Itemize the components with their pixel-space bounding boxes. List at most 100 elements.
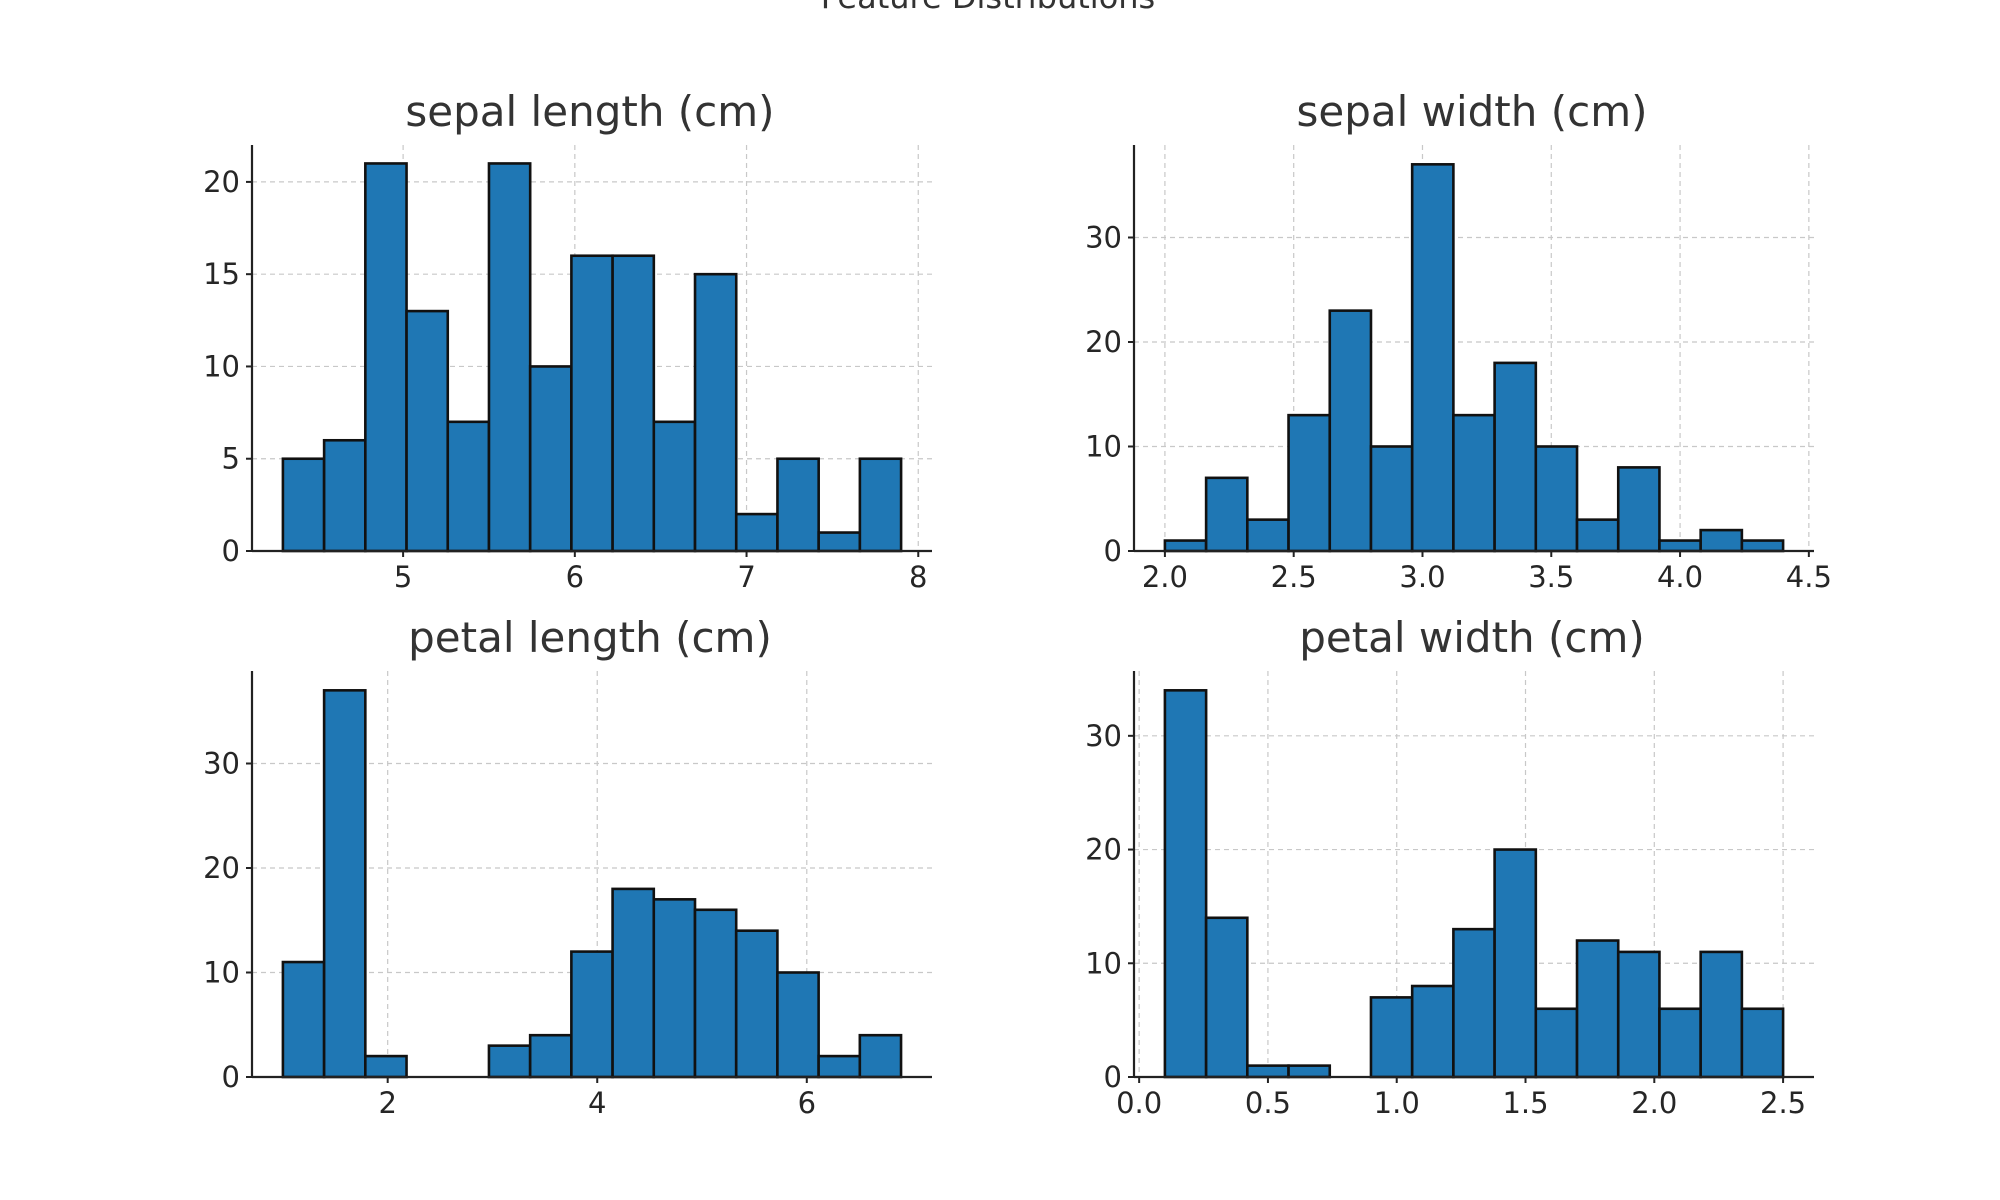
panel-sepal-length: sepal length (cm) 5 6 7 8 0 5 10 15 20: [203, 87, 932, 594]
histogram-bar: [1493, 361, 1538, 553]
gridlines: [252, 671, 932, 1078]
histogram-bar: [1575, 518, 1620, 553]
histogram-bar: [1287, 413, 1332, 553]
x-tick-label: 5: [394, 560, 412, 594]
y-tick-label: 30: [1085, 719, 1122, 753]
y-tick-label: 0: [222, 534, 240, 568]
y-tick-label: 10: [1085, 429, 1122, 463]
x-tick-label: 2.0: [1631, 1086, 1677, 1120]
panel-title-petal-width: petal width (cm): [1299, 613, 1645, 662]
histogram-bar: [570, 950, 614, 1079]
y-tick-label: 15: [203, 257, 240, 291]
histogram-bar: [1410, 163, 1455, 553]
histogram-bar: [1163, 539, 1208, 553]
histogram-bar: [611, 887, 656, 1079]
histogram-bar: [364, 1054, 408, 1079]
x-tick-label: 4.0: [1657, 560, 1703, 594]
x-tick-label: 4.5: [1786, 560, 1832, 594]
x-tick-label: 6: [566, 560, 584, 594]
bars: [281, 162, 903, 553]
histogram-bar: [1287, 1064, 1332, 1079]
histogram-bar: [652, 420, 697, 553]
histogram-bar: [487, 162, 532, 553]
y-tick-label: 30: [203, 746, 240, 780]
histogram-bar: [858, 457, 903, 553]
x-tick-label: 2.5: [1760, 1086, 1806, 1120]
bars: [281, 689, 903, 1079]
y-tick-label: 10: [1085, 946, 1122, 980]
histogram-bar: [1493, 848, 1538, 1079]
histogram-bar: [446, 420, 491, 553]
y-tick-label: 10: [203, 349, 240, 383]
x-tick-label: 7: [737, 560, 755, 594]
histogram-bar: [281, 960, 326, 1079]
y-tick-label: 20: [203, 165, 240, 199]
bars: [1163, 163, 1785, 553]
histogram-bar: [1575, 939, 1620, 1079]
histogram-bar: [1410, 984, 1455, 1079]
x-tick-label: 3.5: [1528, 560, 1574, 594]
histogram-bar: [364, 162, 408, 553]
x-tick-label: 2: [378, 1086, 396, 1120]
histogram-bar: [693, 272, 738, 553]
histogram-bar: [570, 254, 614, 553]
x-tick-label: 2.0: [1142, 560, 1188, 594]
x-tick-label: 3.0: [1399, 560, 1445, 594]
histogram-bar: [405, 309, 450, 553]
y-tick-label: 5: [222, 442, 240, 476]
histogram-bar: [1369, 445, 1414, 553]
x-tick-label: 1.5: [1502, 1086, 1548, 1120]
y-tick-label: 0: [1104, 534, 1122, 568]
histogram-bar: [1534, 445, 1579, 553]
histogram-bar: [281, 457, 326, 553]
histogram-bar: [1452, 413, 1496, 553]
histogram-bar: [652, 898, 697, 1079]
histogram-bar: [1699, 950, 1744, 1079]
y-tick-label: 30: [1085, 220, 1122, 254]
y-tick-label: 0: [1104, 1060, 1122, 1094]
histogram-bar: [611, 254, 656, 553]
histogram-bar: [1616, 466, 1661, 553]
histogram-bar: [693, 908, 738, 1079]
histogram-bar: [1658, 1007, 1702, 1079]
histogram-bar: [528, 1033, 573, 1079]
panel-title-sepal-length: sepal length (cm): [405, 87, 774, 136]
histogram-bar: [487, 1044, 532, 1079]
x-tick-label: 2.5: [1271, 560, 1317, 594]
panel-title-sepal-width: sepal width (cm): [1296, 87, 1647, 136]
histogram-bar: [1204, 916, 1249, 1079]
histogram-bar: [1328, 309, 1373, 553]
histogram-bar: [1740, 539, 1785, 553]
panel-petal-length: petal length (cm) 2 4 6 0 10 20 30: [203, 613, 932, 1120]
figure-title: Feature Distributions: [821, 0, 1155, 16]
y-tick-label: 20: [1085, 833, 1122, 867]
x-tick-label: 0.5: [1245, 1086, 1291, 1120]
histogram-bar: [734, 929, 779, 1079]
bars: [1163, 689, 1785, 1079]
histogram-bar: [734, 512, 779, 553]
panel-title-petal-length: petal length (cm): [408, 613, 772, 662]
x-tick-label: 0.0: [1116, 1086, 1162, 1120]
panel-sepal-width: sepal width (cm) 2.0 2.5 3.0 3.5 4.0 4.5 0 10 20…: [1085, 87, 1832, 594]
x-tick-label: 1.0: [1374, 1086, 1420, 1120]
histogram-bar: [1534, 1007, 1579, 1079]
panel-petal-width: petal width (cm) 0.0 0.5 1.0 1.5 2.0 2.5 0 10 20…: [1085, 613, 1814, 1120]
histogram-bar: [776, 971, 820, 1079]
histogram-bar: [1699, 528, 1744, 553]
y-tick-label: 10: [203, 955, 240, 989]
x-tick-label: 6: [798, 1086, 816, 1120]
histogram-bar: [1246, 1064, 1290, 1079]
histogram-bar: [1740, 1007, 1785, 1079]
histogram-bar: [1163, 689, 1208, 1079]
histogram-bar: [1616, 950, 1661, 1079]
histogram-bar: [858, 1033, 903, 1079]
y-tick-label: 20: [1085, 325, 1122, 359]
y-tick-label: 20: [203, 851, 240, 885]
histogram-bar: [1452, 927, 1496, 1079]
histogram-bar: [1369, 996, 1414, 1079]
x-tick-label: 4: [588, 1086, 606, 1120]
histogram-bar: [817, 531, 862, 553]
y-tick-label: 0: [222, 1060, 240, 1094]
x-tick-label: 8: [909, 560, 927, 594]
